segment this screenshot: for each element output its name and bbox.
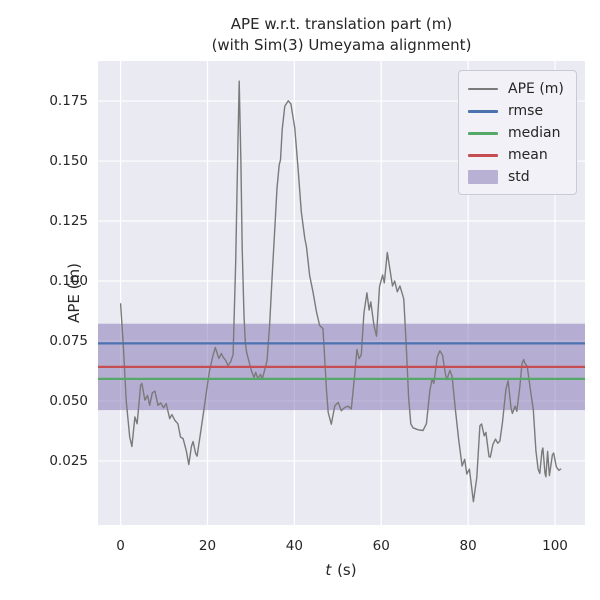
chart-title: APE w.r.t. translation part (m) (with Si… xyxy=(98,14,585,56)
y-tick-label: 0.150 xyxy=(49,153,88,170)
x-axis-label-unit: (s) xyxy=(332,561,357,579)
x-tick-label: 80 xyxy=(459,538,477,554)
y-tick-label: 0.125 xyxy=(49,213,88,230)
x-axis-label: t (s) xyxy=(325,561,356,579)
legend-patch-swatch xyxy=(468,170,498,184)
y-tick-label: 0.075 xyxy=(49,332,88,349)
chart-title-line2: (with Sim(3) Umeyama alignment) xyxy=(211,36,472,54)
y-tick-label: 0.050 xyxy=(49,392,88,409)
legend-item-std: std xyxy=(468,166,568,188)
legend-item-mean: mean xyxy=(468,144,568,166)
x-tick-label: 40 xyxy=(285,538,303,554)
legend-item-median: median xyxy=(468,122,568,144)
legend-label: mean xyxy=(508,147,548,163)
legend-label: APE (m) xyxy=(508,81,564,97)
legend-line-swatch xyxy=(468,88,498,90)
y-tick-label: 0.100 xyxy=(49,273,88,289)
legend-line-swatch xyxy=(468,109,498,113)
legend: APE (m) rmse median mean std xyxy=(458,70,577,195)
x-tick-label: 0 xyxy=(116,538,125,554)
legend-item-rmse: rmse xyxy=(468,100,568,122)
legend-line-swatch xyxy=(468,153,498,157)
y-tick-label: 0.025 xyxy=(49,452,88,469)
legend-line-swatch xyxy=(468,131,498,135)
x-tick-label: 100 xyxy=(542,538,568,554)
legend-label: std xyxy=(508,169,530,185)
chart-canvas xyxy=(98,61,585,525)
x-tick-label: 60 xyxy=(372,538,390,554)
legend-item-ape-m-: APE (m) xyxy=(468,78,568,100)
legend-label: median xyxy=(508,125,561,141)
y-tick-label: 0.175 xyxy=(49,93,88,110)
x-tick-label: 20 xyxy=(198,538,217,554)
legend-label: rmse xyxy=(508,103,544,119)
ape-curve xyxy=(119,80,562,503)
x-axis-label-symbol: t xyxy=(325,561,332,579)
chart-title-line1: APE w.r.t. translation part (m) xyxy=(230,15,453,33)
